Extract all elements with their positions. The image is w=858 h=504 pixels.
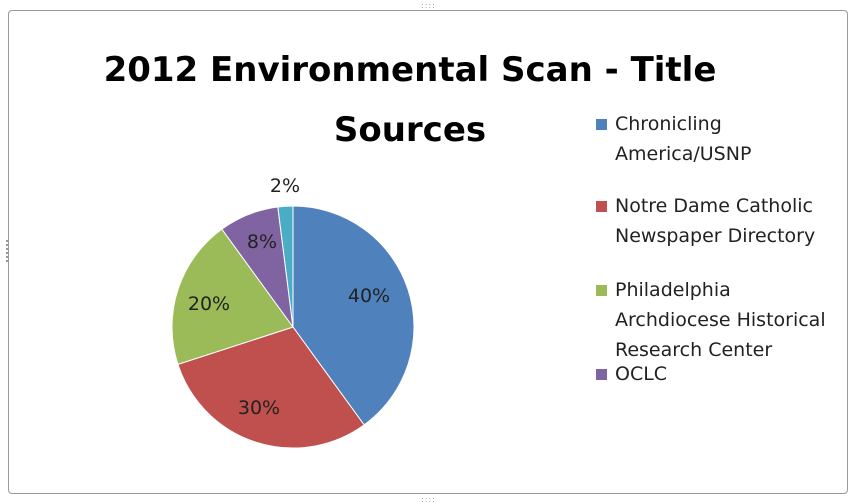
legend-swatch-4 — [596, 369, 607, 380]
legend-label-1-line-2: America/USNP — [615, 143, 751, 165]
legend-label-1-line-1: Chronicling — [615, 113, 722, 135]
pie-slice-5 — [277, 205, 294, 328]
legend-swatch-1 — [596, 119, 607, 130]
slice-data-label-1: 40% — [348, 285, 390, 307]
chart-title-line-2: Sources — [333, 110, 487, 150]
legend-label-2-line-1: Notre Dame Catholic — [615, 195, 813, 217]
chart-title-line-1: 2012 Environmental Scan - Title — [103, 50, 717, 90]
pie-slice-1 — [292, 205, 415, 426]
chart-frame — [8, 10, 848, 494]
pie-slice-2 — [177, 326, 365, 449]
slice-data-label-2: 30% — [238, 397, 280, 419]
pie-slices — [171, 205, 415, 449]
resize-handle-left[interactable] — [6, 240, 12, 262]
legend-swatch-3 — [596, 285, 607, 296]
chart-title: 2012 Environmental Scan - Title Sources — [70, 40, 750, 160]
pie-slice-3 — [171, 228, 294, 366]
legend-label-2-line-2: Newspaper Directory — [615, 225, 815, 247]
legend-label-4-line-1: OCLC — [615, 363, 667, 385]
pie-data-labels: 40% 30% 20% 8% 2% — [188, 175, 390, 419]
legend-label-3-line-1: Philadelphia — [615, 279, 731, 301]
slice-data-label-4: 8% — [247, 231, 277, 253]
legend-label-3-line-3: Research Center — [615, 339, 772, 361]
legend-swatch-2 — [596, 201, 607, 212]
slice-data-label-5: 2% — [270, 175, 300, 197]
legend-label-3-line-2: Archdiocese Historical — [615, 309, 826, 331]
chart-legend: Chronicling America/USNP Notre Dame Cathol… — [596, 113, 826, 385]
resize-handle-top[interactable]: :::: — [421, 1, 436, 10]
slice-data-label-3: 20% — [188, 293, 230, 315]
resize-handle-bottom[interactable]: :::: — [421, 495, 436, 504]
